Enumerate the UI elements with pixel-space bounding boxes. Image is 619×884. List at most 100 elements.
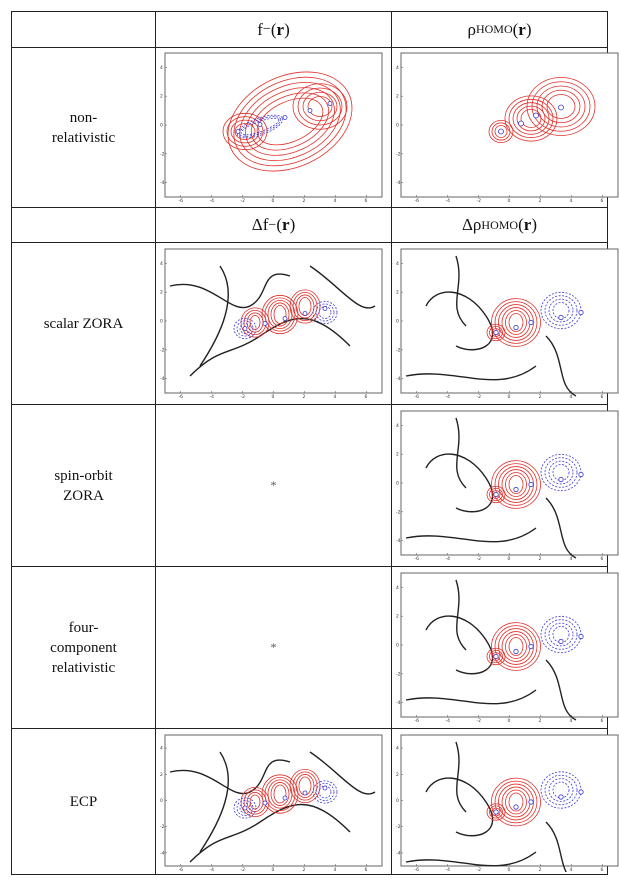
atom-marker (528, 799, 534, 805)
positive-contour (546, 94, 576, 119)
x-tick-label: 6 (365, 394, 368, 399)
positive-contour (488, 120, 514, 144)
table-border (11, 11, 12, 875)
positive-contour (489, 325, 503, 340)
x-tick-label: -6 (415, 556, 420, 561)
x-tick-label: 4 (570, 556, 573, 561)
negative-contour (233, 318, 257, 340)
x-tick-label: -6 (415, 394, 420, 399)
header-symbol: ρ (467, 19, 476, 39)
y-tick-label: -2 (160, 151, 165, 157)
positive-contour (270, 302, 290, 327)
y-tick-label: -2 (396, 347, 401, 353)
x-tick-label: -2 (241, 394, 246, 399)
table-divider (11, 404, 608, 405)
positive-contour (491, 298, 541, 347)
y-tick-label: 2 (396, 94, 399, 100)
plot-frame (400, 734, 619, 867)
contour-svg: -6 -4 -2 0 2 4 6 4 2 0 -2 -4 (396, 248, 619, 399)
y-tick-label: 4 (396, 261, 399, 267)
y-tick-label: -4 (160, 850, 165, 856)
positive-contour (491, 122, 511, 141)
y-tick-label: 0 (396, 123, 399, 129)
atom-marker (578, 471, 584, 478)
positive-contour (307, 96, 333, 117)
table-divider (155, 11, 156, 875)
y-tick-label: 4 (396, 65, 399, 71)
contour-svg: -6 -4 -2 0 2 4 6 4 2 0 -2 -4 (396, 52, 619, 203)
label-line: component (50, 639, 117, 656)
atom-marker (327, 101, 333, 106)
positive-contour (494, 625, 538, 668)
atom-marker (302, 790, 308, 796)
positive-contour (249, 794, 261, 810)
positive-contour (491, 807, 501, 817)
positive-contour (233, 76, 347, 167)
positive-contour (222, 112, 268, 151)
table-divider (11, 242, 608, 243)
x-tick-label: 0 (508, 718, 511, 723)
x-tick-label: -4 (210, 198, 215, 203)
header-symbol: Δρ (462, 215, 482, 234)
negative-contour (233, 797, 257, 819)
y-tick-label: 0 (396, 643, 399, 649)
x-tick-label: -2 (241, 867, 246, 872)
x-tick-label: 4 (334, 867, 337, 872)
table-divider (11, 207, 608, 208)
positive-contour (494, 301, 538, 344)
x-tick-label: -6 (415, 718, 420, 723)
y-tick-label: -2 (396, 824, 401, 830)
row-label-text: non- relativistic (19, 108, 149, 148)
zero-contour (425, 777, 494, 837)
y-tick-label: 2 (396, 614, 399, 620)
atom-marker (322, 785, 328, 791)
atom-marker (578, 789, 584, 795)
zero-contour (455, 417, 467, 489)
zero-contour (545, 659, 577, 721)
zero-contour (455, 741, 467, 813)
header-paren: ) (525, 19, 532, 39)
atom-marker (558, 638, 564, 645)
negative-contour (548, 778, 574, 802)
zero-contour (309, 265, 376, 309)
y-tick-label: 0 (396, 798, 399, 804)
positive-contour (240, 786, 270, 818)
x-tick-label: 2 (539, 718, 542, 723)
row-label-text: ECP (19, 792, 149, 812)
x-tick-label: 6 (601, 556, 604, 561)
positive-contour (505, 634, 527, 659)
atom-marker (518, 120, 524, 127)
label-line: relativistic (51, 129, 116, 146)
x-tick-label: 4 (570, 718, 573, 723)
negative-contour (240, 117, 280, 136)
contour-svg: -6 -4 -2 0 2 4 6 4 2 0 -2 -4 (160, 248, 383, 399)
negative-contour (239, 802, 251, 814)
y-tick-label: -4 (396, 850, 401, 856)
atom-marker (558, 476, 564, 483)
zero-contour (545, 821, 568, 872)
x-tick-label: -6 (179, 867, 184, 872)
atom-marker (528, 481, 534, 488)
label-line: ZORA (63, 487, 104, 504)
zero-contour (309, 751, 376, 795)
zero-contour (189, 803, 351, 863)
atom-marker (242, 326, 248, 331)
y-tick-label: 0 (160, 798, 163, 804)
y-tick-label: 2 (160, 772, 163, 778)
x-tick-label: 0 (272, 198, 275, 203)
atom-marker (257, 122, 263, 127)
atom-marker (282, 795, 288, 801)
positive-contour (273, 305, 287, 324)
atom-marker (307, 108, 313, 113)
positive-contour (505, 310, 527, 335)
not-available-marker: * (270, 478, 277, 492)
positive-contour (491, 777, 541, 827)
y-tick-label: 0 (396, 481, 399, 487)
row-label-four-component: four- component relativistic (12, 567, 155, 728)
zero-contour (199, 265, 229, 367)
atom-marker (513, 486, 519, 493)
contour-plot-dhomo-scalar: -6 -4 -2 0 2 4 6 4 2 0 -2 -4 (396, 246, 619, 399)
positive-contour (491, 460, 541, 509)
positive-contour (512, 102, 550, 135)
zero-contour (405, 527, 537, 543)
